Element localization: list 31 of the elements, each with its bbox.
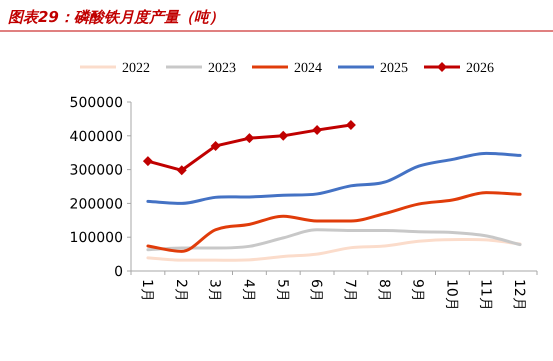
point	[278, 130, 288, 141]
legend-label: 2023	[208, 61, 236, 76]
y-tick-label: 500000	[70, 95, 123, 111]
x-tick-label: 4月	[240, 279, 256, 302]
legend-label: 2024	[294, 61, 322, 76]
x-tick-label: 2月	[172, 279, 189, 302]
legend-label: 2022	[122, 61, 150, 76]
x-tick-label: 5月	[274, 279, 290, 302]
y-tick-label: 400000	[70, 128, 123, 145]
point	[312, 125, 322, 136]
point	[176, 165, 187, 176]
x-tick-label: 10月	[443, 279, 460, 311]
y-tick-label: 200000	[70, 196, 123, 212]
x-tick-label: 1月	[138, 279, 155, 302]
y-tick-label: 0	[114, 264, 123, 280]
legend-label: 2025	[380, 61, 408, 76]
chart-title: 图表29：磷酸铁月度产量（吨）	[8, 8, 224, 26]
y-tick-label: 100000	[70, 230, 123, 246]
point	[244, 133, 254, 144]
point	[142, 156, 153, 166]
x-tick-label: 6月	[308, 279, 324, 302]
point	[346, 120, 356, 130]
x-tick-label: 8月	[376, 279, 392, 302]
point	[210, 140, 221, 151]
x-tick-label: 3月	[206, 279, 223, 302]
x-tick-label: 11月	[477, 279, 494, 311]
y-tick-label: 300000	[70, 162, 123, 179]
x-tick-label: 9月	[410, 279, 426, 302]
legend-label: 2026	[466, 61, 494, 76]
x-tick-label: 12月	[511, 279, 528, 311]
x-tick-label: 7月	[342, 279, 358, 302]
